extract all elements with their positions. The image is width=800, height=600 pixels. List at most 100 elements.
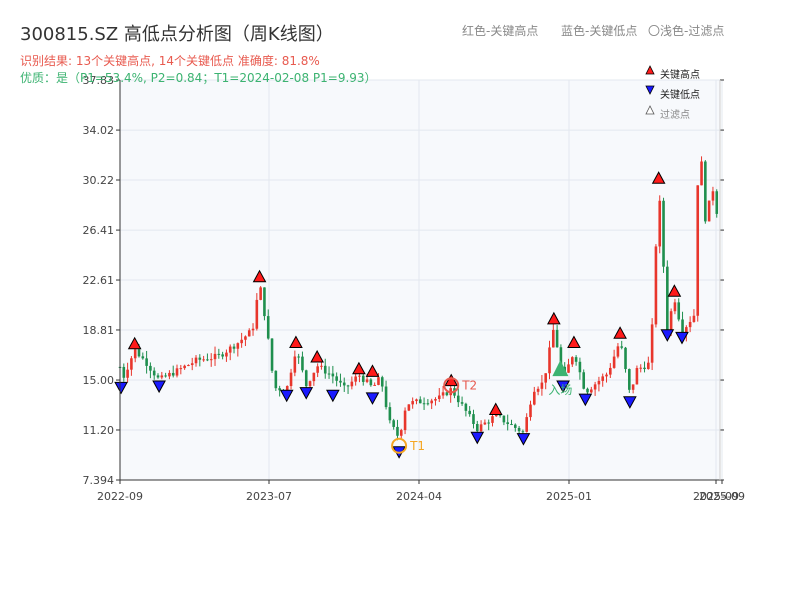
candle-body xyxy=(339,380,342,383)
candle-body xyxy=(217,353,221,355)
candle-body xyxy=(552,329,555,348)
candle-body xyxy=(669,311,673,331)
candle-body xyxy=(650,324,654,363)
y-tick-label: 26.41 xyxy=(83,224,115,237)
candle-body xyxy=(639,367,643,369)
candle-body xyxy=(384,386,388,408)
candle-body xyxy=(171,372,175,376)
x-tick-label: 2025-09 xyxy=(693,490,739,503)
candle-body xyxy=(597,380,601,385)
candle-body xyxy=(681,319,684,334)
candle-body xyxy=(304,370,308,387)
candle-body xyxy=(418,399,422,404)
x-tick-label: 2025-01 xyxy=(546,490,592,503)
candle-body xyxy=(658,200,662,247)
hint-blue-lows: 蓝色-关键低点 xyxy=(561,24,638,38)
legend-high-label: 关键高点 xyxy=(660,70,700,81)
key-low-marker xyxy=(152,380,166,394)
candle-body xyxy=(590,389,593,393)
legend-filtered-label: 过滤点 xyxy=(660,110,690,121)
candle-body xyxy=(688,321,692,328)
candle-body xyxy=(510,424,513,426)
candle-body xyxy=(396,426,399,436)
candle-body xyxy=(335,376,338,381)
candle-body xyxy=(487,422,490,424)
key-high-marker xyxy=(352,361,366,375)
candle-body xyxy=(320,365,323,367)
candle-body xyxy=(213,353,217,360)
candle-body xyxy=(202,359,205,361)
y-tick-label: 30.22 xyxy=(83,174,115,187)
candle-body xyxy=(133,349,137,359)
candle-body xyxy=(571,357,574,365)
candle-body xyxy=(426,403,430,405)
candle-body xyxy=(160,375,164,378)
candle-body xyxy=(251,328,255,331)
candle-body xyxy=(624,347,627,370)
candle-body xyxy=(403,410,407,431)
key-high-marker xyxy=(310,349,324,363)
candle-body xyxy=(377,377,380,385)
candle-body xyxy=(327,373,331,375)
key-low-marker xyxy=(556,380,570,394)
legend-low-label: 关键低点 xyxy=(660,90,700,101)
candle-body xyxy=(666,266,669,331)
y-tick-label: 18.81 xyxy=(83,324,115,337)
candle-body xyxy=(399,430,403,436)
candle-body xyxy=(168,372,171,377)
candles xyxy=(118,156,719,441)
candle-body xyxy=(228,346,232,353)
candle-body xyxy=(529,404,532,418)
key-high-marker xyxy=(127,336,142,350)
key-low-marker xyxy=(326,389,340,403)
candle-body xyxy=(513,424,517,428)
hint-hollow-filtered: 〇浅色-过滤点 xyxy=(648,24,725,38)
candle-body xyxy=(308,381,312,387)
y-tick-label: 7.394 xyxy=(83,474,115,487)
candle-body xyxy=(536,388,540,392)
candle-body xyxy=(149,365,152,371)
chart-title: 300815.SZ 高低点分析图（周K线图） xyxy=(20,24,334,45)
key-high-marker xyxy=(667,284,682,297)
candle-body xyxy=(209,359,213,361)
key-high-marker xyxy=(613,326,627,339)
candle-body xyxy=(445,392,449,396)
candle-body xyxy=(479,424,483,432)
candle-body xyxy=(582,372,586,389)
t1-label: T1 xyxy=(409,439,425,453)
key-high-marker xyxy=(651,171,666,184)
candle-body xyxy=(475,423,479,432)
candle-body xyxy=(620,346,624,348)
candle-body xyxy=(373,384,376,386)
key-low-marker xyxy=(279,389,294,403)
candle-body xyxy=(354,376,357,382)
candle-body xyxy=(483,422,487,425)
candle-body xyxy=(593,384,597,390)
candle-body xyxy=(240,339,243,344)
candle-body xyxy=(141,356,145,359)
x-tick-label: 2023-07 xyxy=(246,490,292,503)
hint-red-highs: 红色-关键高点 xyxy=(462,24,539,38)
candle-body xyxy=(567,364,570,373)
candle-body xyxy=(331,373,335,377)
y-tick-label: 11.20 xyxy=(83,424,115,437)
candle-body xyxy=(506,422,509,425)
candle-body xyxy=(392,420,395,427)
candle-body xyxy=(574,357,578,362)
candle-body xyxy=(616,346,620,357)
candle-body xyxy=(700,161,703,186)
candle-body xyxy=(152,370,156,376)
y-tick-label: 37.83 xyxy=(83,74,115,87)
candle-body xyxy=(612,356,616,368)
key-low-marker xyxy=(623,396,637,409)
candle-body xyxy=(179,368,183,370)
t2-circle xyxy=(443,377,460,394)
candle-body xyxy=(548,347,551,374)
candle-body xyxy=(704,161,707,222)
candle-body xyxy=(460,402,464,404)
candle-body xyxy=(380,377,384,387)
candle-body xyxy=(578,361,582,373)
candle-body xyxy=(715,191,719,214)
candle-body xyxy=(677,302,681,320)
